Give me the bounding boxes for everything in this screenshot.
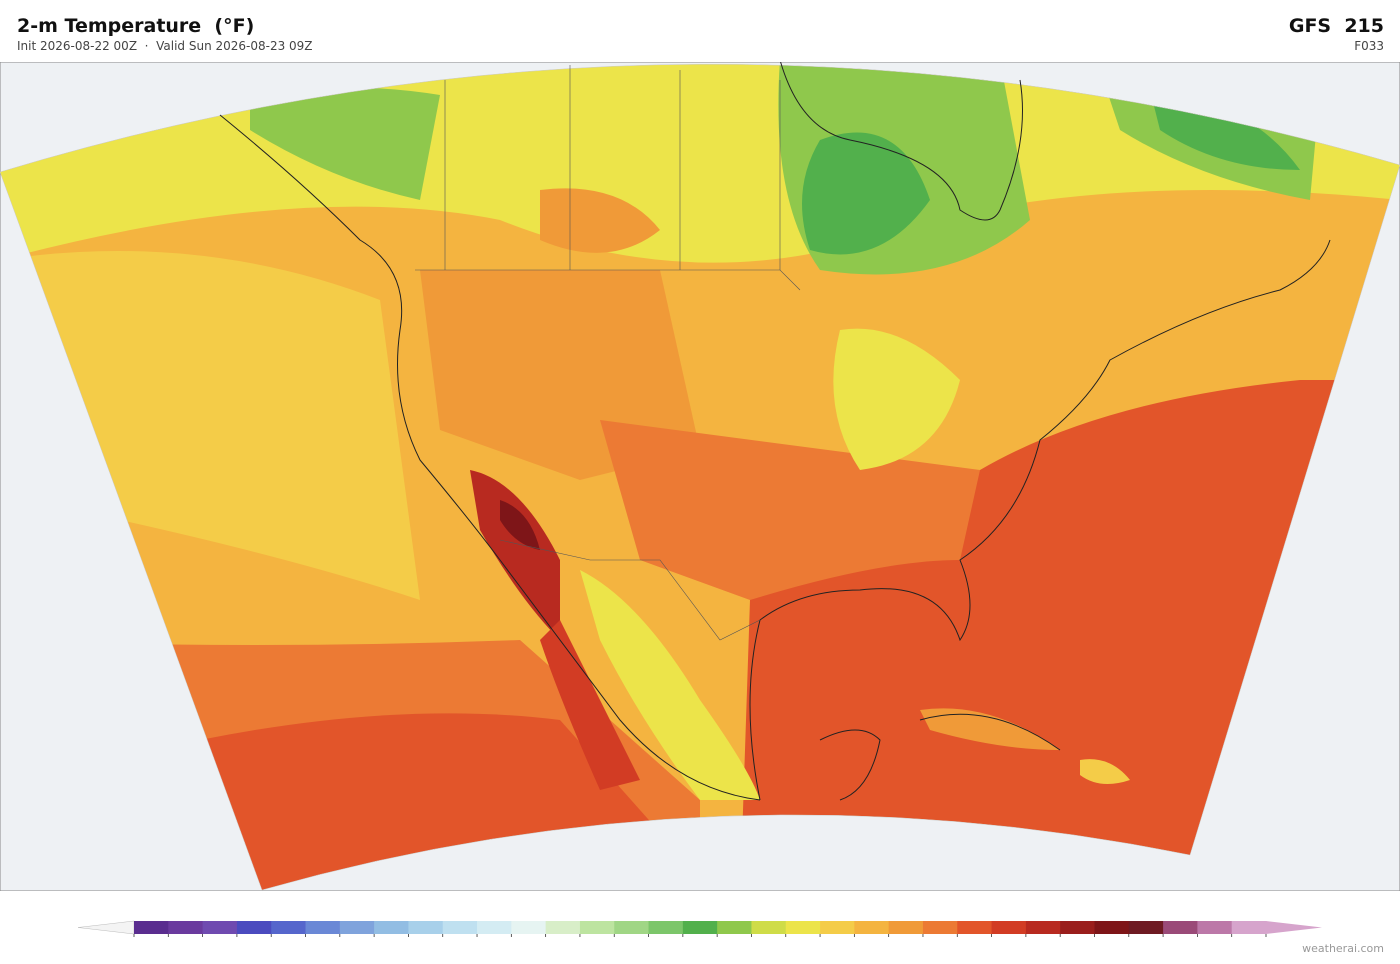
colorbar-swatch [1060, 921, 1095, 934]
colorbar-tick-label: −40 [123, 939, 144, 940]
colorbar-swatch [305, 921, 341, 934]
colorbar-swatch [1128, 921, 1164, 934]
colorbar-under [77, 920, 135, 935]
colorbar-tick-label: 70 [882, 939, 895, 940]
colorbar-tick-label: 45 [711, 939, 724, 940]
coastlines [219, 62, 1331, 801]
colorbar-tick-label: 30 [608, 939, 621, 940]
colorbar-swatch [168, 921, 204, 934]
colorbar-swatch [408, 921, 444, 934]
colorbar-tick-label: −30 [192, 939, 213, 940]
colorbar-swatch [545, 921, 581, 934]
colorbar-swatch [888, 921, 924, 934]
colorbar-tick-label: 10 [471, 939, 484, 940]
colorbar-tick-label: 100 [1085, 939, 1104, 940]
domain-outline [0, 64, 1400, 891]
borders [415, 65, 801, 641]
colorbar-swatch [957, 921, 993, 934]
colorbar-tick-label: 80 [951, 939, 964, 940]
colorbar-over [1266, 921, 1322, 934]
colorbar-swatch [682, 921, 718, 934]
colorbar-swatch [1025, 921, 1061, 934]
title: 2-m Temperature (°F) [17, 15, 255, 37]
colorbar-swatch [1231, 921, 1267, 934]
colorbar-swatch [374, 921, 409, 934]
colorbar-swatch [579, 921, 615, 934]
colorbar-tick-label: −20 [261, 939, 282, 940]
colorbar-swatch [648, 921, 684, 934]
colorbar-swatch [271, 921, 307, 934]
colorbar-tick-label: 85 [985, 939, 998, 940]
colorbar-tick-label: 15 [505, 939, 518, 940]
colorbar-tick-label: 0 [405, 939, 411, 940]
map [0, 62, 1400, 891]
colorbar-tick-label: 115 [1188, 939, 1207, 940]
forecast-hour: F033 [1354, 39, 1384, 53]
colorbar-tick-label: −25 [226, 939, 247, 940]
colorbar-swatch [820, 921, 855, 934]
colorbar-swatch [1094, 921, 1130, 934]
colorbar-tick-label: 50 [745, 939, 758, 940]
colorbar-tick-label: 60 [814, 939, 827, 940]
colorbar-tick-label: 95 [1054, 939, 1067, 940]
colorbar-tick-label: 25 [574, 939, 587, 940]
colorbar-tick-label: 20 [539, 939, 552, 940]
colorbar-tick-label: 65 [848, 939, 861, 940]
credit: weatherai.com [1302, 942, 1384, 955]
colorbar-tick-label: 55 [779, 939, 792, 940]
colorbar-swatch [717, 921, 752, 934]
colorbar-swatch [236, 921, 272, 934]
colorbar-tick-label: 90 [1020, 939, 1033, 940]
colorbar-tick-label: 125 [1256, 939, 1275, 940]
colorbar-swatch [614, 921, 650, 934]
colorbar-tick-label: −10 [329, 939, 350, 940]
colorbar-tick-label: −15 [295, 939, 316, 940]
colorbar-tick-label: 5 [440, 939, 446, 940]
colorbar-tick-label: −5 [367, 939, 382, 940]
colorbar-swatch [477, 921, 512, 934]
colorbar-tick-label: 35 [642, 939, 655, 940]
colorbar-swatch [1163, 921, 1198, 934]
colorbar-tick-label: 105 [1119, 939, 1138, 940]
colorbar-swatch [785, 921, 821, 934]
colorbar-swatch [442, 921, 478, 934]
colorbar-swatch [751, 921, 787, 934]
colorbar-swatch [854, 921, 890, 934]
colorbar-tick-label: 40 [676, 939, 689, 940]
colorbar-tick-label: −35 [158, 939, 179, 940]
colorbar-swatch [202, 921, 238, 934]
colorbar-swatch [922, 921, 958, 934]
colorbar-swatch [511, 921, 547, 934]
subtitle: Init 2026-08-22 00Z · Valid Sun 2026-08-… [17, 39, 313, 53]
colorbar-swatch [991, 921, 1027, 934]
colorbar-tick-label: 120 [1222, 939, 1241, 940]
colorbar: −40 −35 −30 −25 −20 −15 −10 −5 0 5 10 15 20 25 30 35 40 4… [77, 920, 1322, 940]
colorbar-swatch [1197, 921, 1233, 934]
model-label: GFS 215 [1288, 15, 1384, 37]
colorbar-swatch [134, 921, 169, 934]
colorbar-swatch [339, 921, 375, 934]
colorbar-tick-label: 110 [1154, 939, 1173, 940]
colorbar-tick-label: 75 [917, 939, 930, 940]
